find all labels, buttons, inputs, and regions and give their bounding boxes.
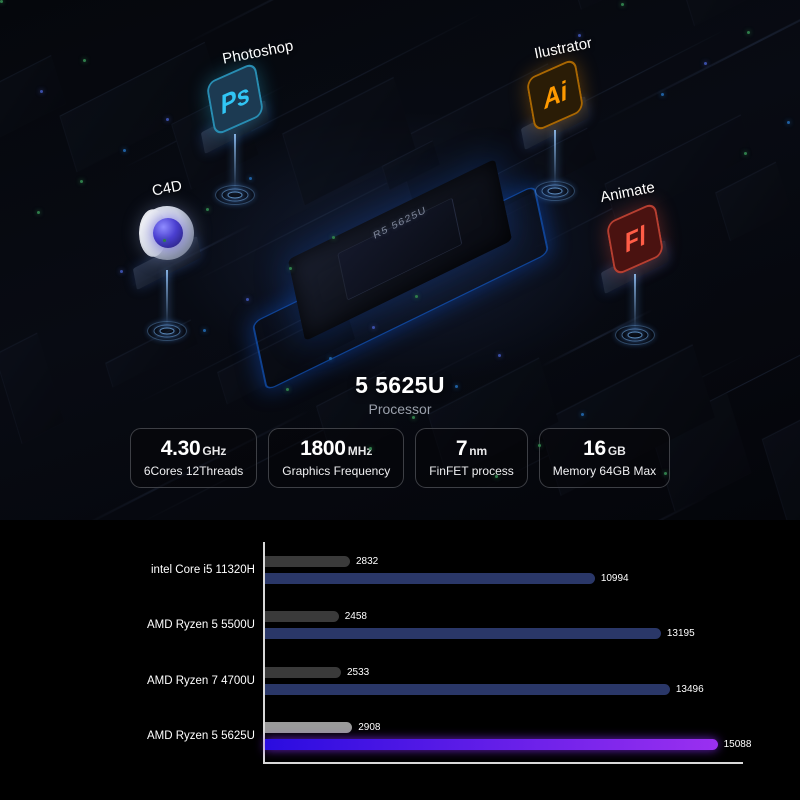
chart-category-label: AMD Ryzen 5 5625U [146, 730, 255, 743]
chart-bar-value: 13496 [675, 683, 704, 695]
cinema4d-beam [166, 270, 168, 328]
spec-box-1: 4.30 GHz 6Cores 12Threads [129, 428, 258, 488]
animate-glyph: Fl [621, 219, 649, 258]
animate-beam [634, 274, 636, 332]
benchmark-chart-section: intel Core i5 11320H 2832 10994 AMD Ryzen 5… [0, 520, 800, 800]
chart-bar-value: 2908 [358, 722, 381, 734]
animate-tile: Fl [605, 201, 665, 277]
chart-group: AMD Ryzen 5 5625U 2908 15088 [147, 709, 751, 765]
spec-value-row: 16 GB [553, 437, 656, 461]
spec-value: 16 [583, 437, 606, 460]
chart-category-label: AMD Ryzen 5 5500U [146, 619, 255, 632]
spec-value-row: 1800 MHz [282, 437, 390, 461]
chart-bar-row: 13496 [265, 683, 704, 695]
animate-ripple [614, 324, 656, 346]
chart-bar [265, 572, 595, 584]
spec-unit: nm [469, 444, 488, 458]
spec-value-row: 7 nm [429, 437, 513, 461]
chart-group: AMD Ryzen 5 5500U 2458 13195 [147, 598, 743, 654]
chart-group: intel Core i5 11320H 2832 10994 [151, 542, 743, 598]
cinema4d-ripple [146, 320, 188, 342]
spec-value-row: 4.30 GHz [144, 437, 243, 461]
page-subtitle: Processor [368, 401, 432, 417]
spec-box-3: 7 nm FinFET process [415, 428, 528, 488]
illustrator-tile: Ai [525, 57, 585, 133]
spec-value: 4.30 [160, 437, 201, 460]
chart-bar-row: 10994 [265, 572, 629, 584]
chart-bar [265, 628, 661, 640]
chart-bar-row: 2908 [265, 722, 381, 734]
chart-bar-value: 13195 [666, 628, 695, 640]
photoshop-beam [234, 134, 236, 192]
spec-description: Memory 64GB Max [552, 464, 657, 478]
chart-bar [265, 683, 670, 695]
chart-category-label: intel Core i5 11320H [151, 563, 255, 576]
spec-unit: MHz [347, 444, 373, 458]
spec-box-4: 16 GB Memory 64GB Max [538, 428, 671, 488]
chart-bar-row: 2832 [265, 555, 379, 567]
spec-description: 6Cores 12Threads [143, 464, 244, 478]
chart-bar-value: 2458 [344, 611, 367, 623]
chart-bar-value: 2533 [346, 666, 370, 678]
hero-section: R5 5625U Photoshop Ps Ilustrator Ai Anim… [0, 0, 800, 520]
chart-bar-row: 2533 [265, 666, 370, 678]
chart-bar-row: 13195 [265, 628, 695, 640]
spec-value: 1800 [300, 437, 346, 460]
cpu-chip-graphic: R5 5625U [225, 158, 575, 392]
cinema4d-orb [140, 206, 194, 260]
chart-bar [265, 555, 350, 567]
chart-bar [265, 739, 718, 751]
illustrator-beam [554, 130, 556, 188]
spec-unit: GB [607, 444, 626, 458]
photoshop-tile: Ps [205, 61, 265, 137]
chart-bar-value: 10994 [600, 572, 629, 584]
chart-bar [265, 666, 341, 678]
spec-value: 7 [455, 437, 468, 460]
illustrator-glyph: Ai [540, 74, 570, 115]
page-title: 5 5625U [355, 372, 445, 398]
chart-bar [265, 722, 353, 734]
chart-plot-area: intel Core i5 11320H 2832 10994 AMD Ryzen 5… [147, 542, 751, 765]
chart-group: AMD Ryzen 7 4700U 2533 13496 [147, 653, 743, 709]
spec-box-list: 4.30 GHz 6Cores 12Threads 1800 MHz Graphics F… [0, 428, 800, 488]
chart-bar-value: 2832 [355, 555, 379, 567]
chart-bar-row: 2458 [265, 611, 367, 623]
chart-bar-row: 15088 [265, 739, 752, 751]
illustrator-ripple [534, 180, 576, 202]
spec-description: Graphics Frequency [282, 464, 391, 478]
chart-bar [265, 611, 339, 623]
spec-box-2: 1800 MHz Graphics Frequency [268, 428, 405, 488]
chart-category-label: AMD Ryzen 7 4700U [146, 674, 255, 687]
spec-description: FinFET process [429, 464, 514, 478]
chart-bar-value: 15088 [723, 739, 752, 751]
photoshop-glyph: Ps [217, 77, 253, 120]
photoshop-ripple [214, 184, 256, 206]
spec-unit: GHz [202, 444, 227, 458]
